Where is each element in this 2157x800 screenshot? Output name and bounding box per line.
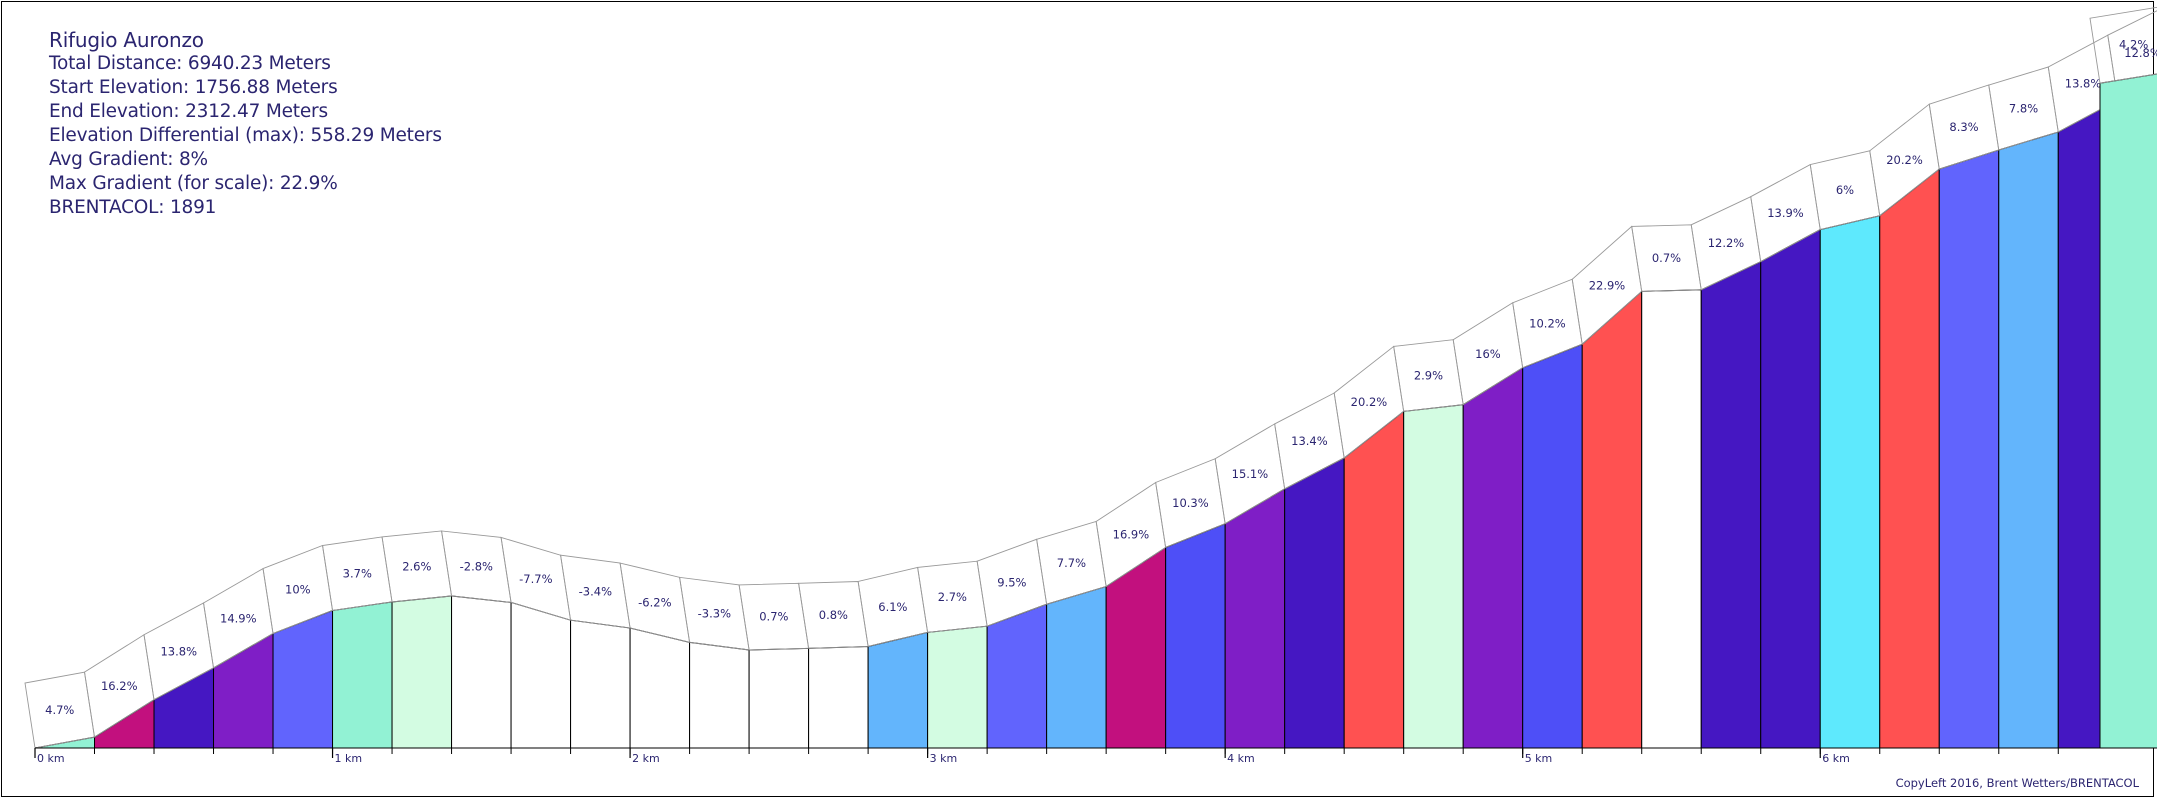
gradient-label: -3.3% xyxy=(698,607,731,621)
x-tick-label: 2 km xyxy=(632,752,660,765)
gradient-segment xyxy=(1165,523,1226,749)
gradient-label: 2.9% xyxy=(1414,369,1443,383)
gradient-segment xyxy=(1998,131,2059,749)
gradient-label: 0.7% xyxy=(1652,251,1681,265)
gradient-segment xyxy=(1700,260,1762,749)
gradient-label: 2.6% xyxy=(402,559,431,573)
gradient-segment xyxy=(629,627,691,749)
gradient-segment xyxy=(1581,290,1643,749)
gradient-label: 13.8% xyxy=(160,644,197,658)
gradient-label: 10% xyxy=(285,583,311,597)
gradient-label: 10.2% xyxy=(1529,317,1566,331)
gradient-segment xyxy=(1462,366,1524,749)
x-tick-label: 3 km xyxy=(930,752,958,765)
gradient-label: 15.1% xyxy=(1232,467,1269,481)
gradient-segment xyxy=(2099,73,2157,749)
route-title: Rifugio Auronzo xyxy=(49,28,204,52)
copyleft-credit: CopyLeft 2016, Brent Wetters/BRENTACOL xyxy=(1895,776,2139,790)
gradient-label: 0.7% xyxy=(759,610,788,624)
gradient-segment xyxy=(272,609,334,749)
gradient-label: 22.9% xyxy=(1589,278,1626,292)
gradient-segment xyxy=(1105,546,1167,749)
gradient-label: 4.2% xyxy=(2119,37,2148,51)
gradient-label: 8.3% xyxy=(1949,120,1978,134)
gradient-segment xyxy=(1224,488,1286,749)
gradient-label: 14.9% xyxy=(220,611,257,625)
gradient-segment xyxy=(1522,343,1583,749)
gradient-label: 20.2% xyxy=(1351,395,1388,409)
gradient-segment xyxy=(927,625,988,749)
total-distance: Total Distance: 6940.23 Meters xyxy=(49,53,331,74)
gradient-segment xyxy=(867,631,929,749)
gradient-segment xyxy=(332,601,393,749)
x-tick-label: 4 km xyxy=(1227,752,1255,765)
avg-gradient: Avg Gradient: 8% xyxy=(49,149,208,170)
gradient-segment xyxy=(1760,228,1821,749)
gradient-segment xyxy=(808,645,869,749)
gradient-segment xyxy=(153,667,215,749)
gradient-segment xyxy=(1879,168,1940,749)
end-elevation: End Elevation: 2312.47 Meters xyxy=(49,101,328,122)
gradient-segment xyxy=(1284,457,1345,749)
gradient-label: 13.9% xyxy=(1767,206,1804,220)
gradient-label-box xyxy=(2107,10,2157,101)
x-tick-label: 0 km xyxy=(37,752,65,765)
gradient-label: 0.8% xyxy=(819,608,848,622)
start-elevation: Start Elevation: 1756.88 Meters xyxy=(49,77,338,98)
gradient-label: -2.8% xyxy=(460,560,493,574)
gradient-segment xyxy=(94,698,155,749)
gradient-label: 4.7% xyxy=(45,703,74,717)
gradient-label-box xyxy=(2089,6,2157,84)
gradient-segment xyxy=(986,603,1048,749)
x-tick-label: 5 km xyxy=(1525,752,1553,765)
x-tick-label: 6 km xyxy=(1822,752,1850,765)
gradient-label: -6.2% xyxy=(638,596,671,610)
gradient-label: 16% xyxy=(1475,347,1501,361)
gradient-segment xyxy=(1046,585,1107,749)
gradient-label: 7.8% xyxy=(2009,102,2038,116)
gradient-label: 13.4% xyxy=(1291,434,1328,448)
gradient-segment xyxy=(689,641,750,749)
gradient-label: 9.5% xyxy=(997,576,1026,590)
gradient-label: -7.7% xyxy=(519,572,552,586)
gradient-segment xyxy=(1343,410,1405,749)
gradient-label: 12.2% xyxy=(1708,236,1745,250)
gradient-segment xyxy=(391,595,453,749)
gradient-segment xyxy=(1938,149,2000,749)
gradient-label: 2.7% xyxy=(938,590,967,604)
gradient-label: 10.3% xyxy=(1172,496,1209,510)
gradient-segment xyxy=(1403,404,1464,749)
elevation-differential: Elevation Differential (max): 558.29 Met… xyxy=(49,125,442,146)
gradient-segment xyxy=(510,601,572,749)
gradient-label: -3.4% xyxy=(579,585,612,599)
gradient-label: 16.2% xyxy=(101,679,138,693)
x-tick-label: 1 km xyxy=(335,752,363,765)
route-info-panel: Rifugio Auronzo Total Distance: 6940.23 … xyxy=(49,28,442,220)
gradient-segment xyxy=(570,619,631,749)
gradient-segment xyxy=(451,595,512,749)
gradient-label: 6.1% xyxy=(878,600,907,614)
gradient-label: 16.9% xyxy=(1113,528,1150,542)
gradient-label: 13.8% xyxy=(2065,77,2102,91)
gradient-label: 3.7% xyxy=(343,567,372,581)
gradient-label: 6% xyxy=(1836,183,1854,197)
max-gradient: Max Gradient (for scale): 22.9% xyxy=(49,173,338,194)
gradient-segment xyxy=(1819,215,1881,749)
gradient-label: 7.7% xyxy=(1057,556,1086,570)
gradient-label: 12.8% xyxy=(2124,46,2157,60)
brentacol-number: BRENTACOL: 1891 xyxy=(49,197,217,218)
gradient-segment xyxy=(748,647,810,749)
gradient-segment xyxy=(1641,289,1702,749)
gradient-label: 20.2% xyxy=(1886,153,1923,167)
